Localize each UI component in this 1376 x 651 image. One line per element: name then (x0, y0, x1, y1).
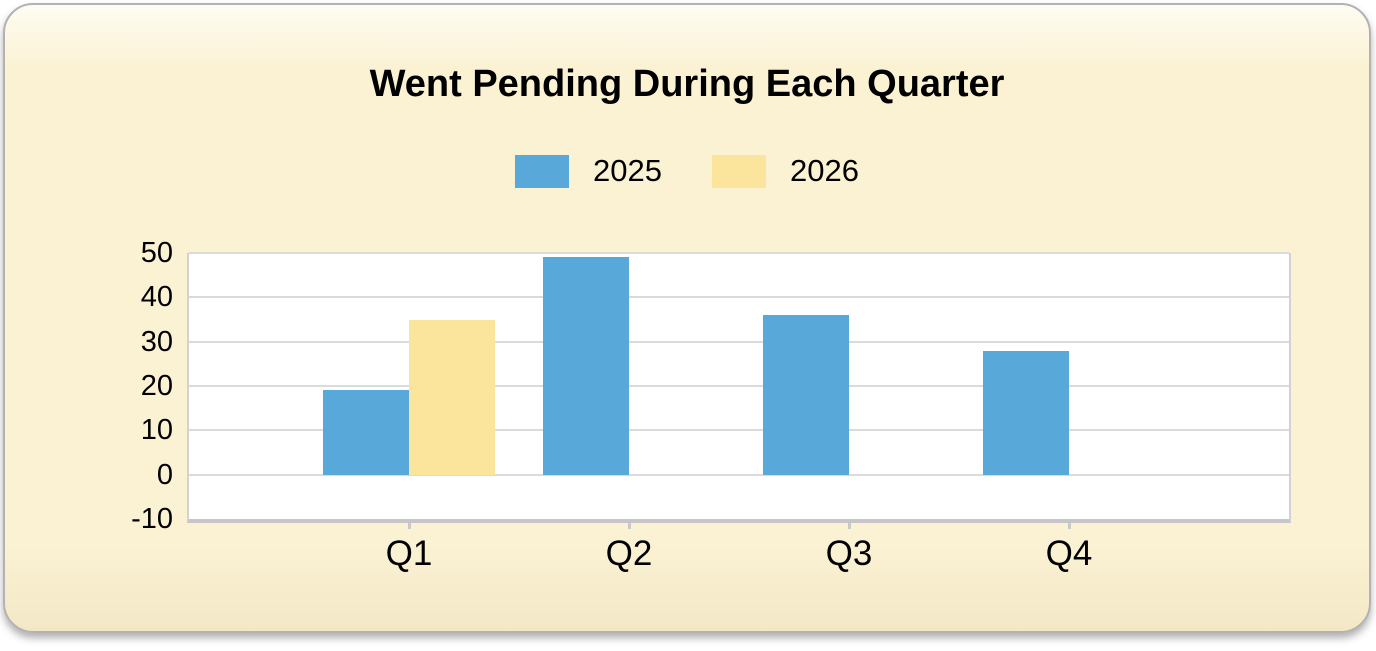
bar-group-q1 (299, 257, 519, 475)
x-label-q1: Q1 (385, 534, 433, 573)
bar-2025-q2 (543, 257, 629, 475)
gridline-10 (189, 429, 1289, 432)
bar-slot-2025-q2 (543, 257, 629, 475)
x-slot-q1: Q1 (299, 523, 519, 573)
bar-2025-q1 (323, 390, 409, 475)
legend-item-2026: 2026 (712, 153, 859, 189)
x-axis: Q1 Q2 Q3 Q4 (299, 523, 1179, 573)
x-tick-q1 (407, 523, 411, 529)
plot-area: 50 40 30 20 10 0 -10 Q1 Q2 Q3 Q4 (131, 237, 1291, 573)
bar-group-q4 (959, 257, 1179, 475)
x-slot-q2: Q2 (519, 523, 739, 573)
bar-2026-q1 (409, 319, 495, 475)
legend-swatch-2025 (515, 154, 570, 188)
x-tick-q4 (1067, 523, 1071, 529)
x-tick-q3 (847, 523, 851, 529)
x-slot-q4: Q4 (959, 523, 1179, 573)
legend-swatch-2026 (712, 154, 766, 188)
bar-slot-2025-q3 (763, 315, 849, 475)
bar-slot-2025-q4 (983, 350, 1069, 475)
bars-row (299, 257, 1179, 475)
bar-group-q2 (519, 257, 739, 475)
gridline-20 (189, 385, 1289, 387)
chart-panel: Went Pending During Each Quarter 2025 202… (3, 3, 1371, 633)
y-tick-label-10: 10 (140, 414, 173, 447)
bar-slot-2025-q1 (323, 390, 409, 475)
y-tick-label--10: -10 (131, 503, 173, 535)
legend-label-2026: 2026 (790, 153, 859, 188)
legend: 2025 2026 (5, 153, 1369, 189)
gridline-0 (189, 473, 1289, 476)
chart-title: Went Pending During Each Quarter (369, 63, 1005, 105)
bar-slot-2026-q1 (409, 319, 495, 475)
bar-2025-q4 (983, 350, 1069, 475)
x-label-q3: Q3 (825, 534, 873, 573)
y-tick-label-50: 50 (140, 237, 173, 269)
legend-label-2025: 2025 (593, 153, 662, 188)
x-tick-q2 (627, 523, 631, 529)
y-tick-label-40: 40 (140, 281, 173, 314)
bar-2025-q3 (763, 315, 849, 475)
y-tick-label-20: 20 (140, 370, 173, 402)
gridline-30 (189, 340, 1289, 343)
x-label-q4: Q4 (1045, 534, 1093, 573)
x-label-q2: Q2 (605, 534, 653, 573)
bar-group-q3 (739, 257, 959, 475)
y-tick-label-0: 0 (156, 458, 173, 491)
gridline-50 (189, 252, 1289, 254)
gridline-40 (189, 296, 1289, 299)
y-tick-label-30: 30 (140, 325, 173, 358)
x-slot-q3: Q3 (739, 523, 959, 573)
legend-item-2025: 2025 (515, 153, 662, 189)
